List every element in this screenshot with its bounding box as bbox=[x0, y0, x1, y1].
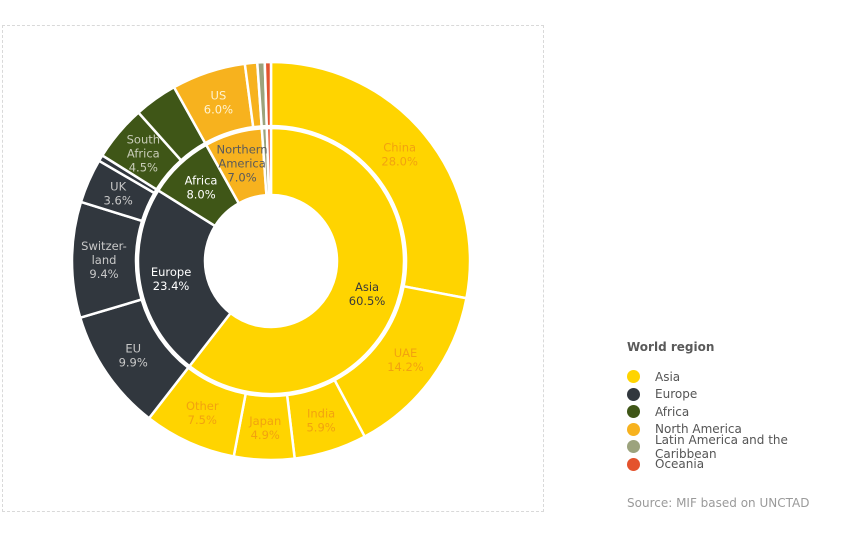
chart-frame bbox=[2, 25, 544, 512]
country-label: Other bbox=[186, 399, 219, 413]
country-label: Japan bbox=[248, 414, 281, 428]
country-label: 28.0% bbox=[381, 155, 418, 169]
country-label: South bbox=[127, 132, 160, 146]
country-label: UK bbox=[110, 180, 126, 194]
country-label: UAE bbox=[394, 346, 418, 360]
legend-swatch bbox=[627, 405, 640, 419]
legend-item: North America bbox=[627, 421, 843, 439]
legend-title: World region bbox=[627, 340, 715, 354]
legend-label: Oceania bbox=[655, 457, 705, 472]
country-label: EU bbox=[125, 341, 141, 355]
legend-swatch bbox=[627, 440, 640, 454]
region-segment-europe bbox=[136, 188, 233, 368]
region-segment-oceania bbox=[265, 126, 273, 197]
region-label: 8.0% bbox=[186, 187, 215, 201]
region-label: America bbox=[218, 157, 265, 171]
country-label: 9.9% bbox=[119, 355, 148, 369]
country-label: Switzer- bbox=[81, 239, 127, 253]
country-label: Africa bbox=[127, 146, 160, 160]
legend-label: North America bbox=[655, 422, 742, 437]
region-label: Europe bbox=[151, 265, 191, 279]
legend-item: Europe bbox=[627, 386, 843, 404]
legend-swatch bbox=[627, 387, 640, 401]
legend-item: Latin America and the Caribbean bbox=[627, 433, 843, 461]
legend-swatch bbox=[627, 457, 640, 471]
legend-label: Latin America and the Caribbean bbox=[655, 432, 788, 461]
legend-label: Africa bbox=[655, 404, 690, 419]
country-segment-china bbox=[269, 60, 472, 300]
country-label: 9.4% bbox=[89, 267, 118, 281]
country-label: 4.9% bbox=[251, 428, 280, 442]
country-label: land bbox=[92, 253, 117, 267]
country-label: 3.6% bbox=[104, 194, 133, 208]
country-label: 7.5% bbox=[188, 413, 217, 427]
legend-swatch bbox=[627, 422, 640, 436]
region-label: 7.0% bbox=[227, 171, 256, 185]
country-label: 5.9% bbox=[306, 420, 335, 434]
legend-item: Asia bbox=[627, 368, 843, 386]
source-note: Source: MIF based on UNCTAD bbox=[627, 496, 810, 510]
country-label: 4.5% bbox=[129, 160, 158, 174]
country-label: US bbox=[211, 89, 227, 103]
region-label: Africa bbox=[185, 173, 218, 187]
region-label: 60.5% bbox=[349, 294, 386, 308]
country-label: 6.0% bbox=[204, 103, 233, 117]
country-segment bbox=[263, 60, 273, 128]
legend-item: Oceania bbox=[627, 456, 843, 474]
legend: World region Asia Europe Africa North Ameri… bbox=[627, 340, 843, 473]
country-label: India bbox=[307, 406, 335, 420]
region-segment-asia bbox=[187, 126, 406, 396]
country-label: China bbox=[383, 141, 416, 155]
legend-label: Asia bbox=[655, 369, 681, 384]
region-label: Northern bbox=[217, 143, 268, 157]
legend-swatch bbox=[627, 370, 640, 384]
legend-label: Europe bbox=[655, 387, 698, 402]
legend-item: Africa bbox=[627, 403, 843, 421]
country-label: 14.2% bbox=[387, 360, 424, 374]
region-label: 23.4% bbox=[153, 279, 190, 293]
region-label: Asia bbox=[355, 280, 379, 294]
